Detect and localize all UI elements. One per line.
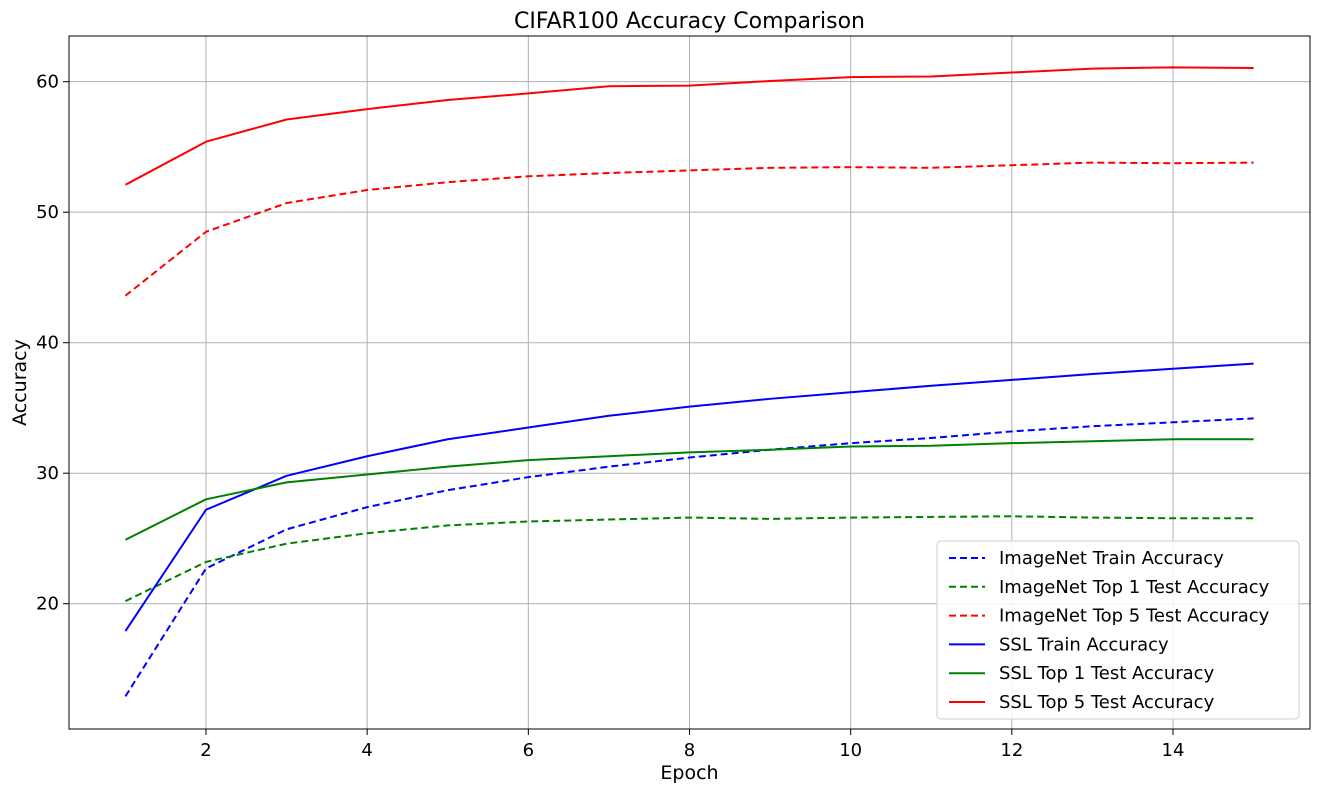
- y-tick-label: 60: [36, 72, 59, 93]
- legend-entry-label: ImageNet Train Accuracy: [999, 548, 1224, 569]
- grid-layer: [69, 36, 1310, 729]
- series-line-2: [124, 515, 1254, 603]
- x-tick-label: 6: [523, 740, 534, 761]
- series-line-6: [124, 66, 1254, 186]
- x-tick-label: 10: [839, 740, 862, 761]
- tick-layer: 2 4 6 8 10 12 14 20 30 40 50 60: [36, 72, 1184, 761]
- legend-box: [936, 540, 1300, 720]
- x-tick-label: 8: [684, 740, 695, 761]
- legend-entry-label: ImageNet Top 1 Test Accuracy: [999, 577, 1270, 598]
- x-tick-label: 12: [1000, 740, 1023, 761]
- legend-entry-label: SSL Train Accuracy: [999, 634, 1169, 655]
- legend-entry-label: ImageNet Top 5 Test Accuracy: [999, 606, 1270, 627]
- x-tick-label: 4: [361, 740, 372, 761]
- legend-entry-label: SSL Top 1 Test Accuracy: [999, 663, 1215, 684]
- y-tick-label: 20: [36, 594, 59, 615]
- y-tick-label: 40: [36, 333, 59, 354]
- series-layer: [124, 66, 1254, 697]
- series-line-1: [124, 417, 1254, 697]
- x-axis-label: Epoch: [660, 762, 718, 784]
- y-tick-label: 50: [36, 202, 59, 223]
- y-axis-label: Accuracy: [9, 339, 31, 426]
- y-tick-label: 30: [36, 463, 59, 484]
- legend: ImageNet Train Accuracy ImageNet Top 1 Te…: [936, 540, 1300, 720]
- x-tick-label: 2: [200, 740, 211, 761]
- x-tick-label: 14: [1162, 740, 1185, 761]
- chart-title: CIFAR100 Accuracy Comparison: [514, 9, 865, 34]
- series-line-3: [124, 161, 1254, 297]
- legend-entry-label: SSL Top 5 Test Accuracy: [999, 692, 1215, 713]
- series-line-5: [124, 438, 1254, 541]
- series-line-4: [124, 362, 1254, 632]
